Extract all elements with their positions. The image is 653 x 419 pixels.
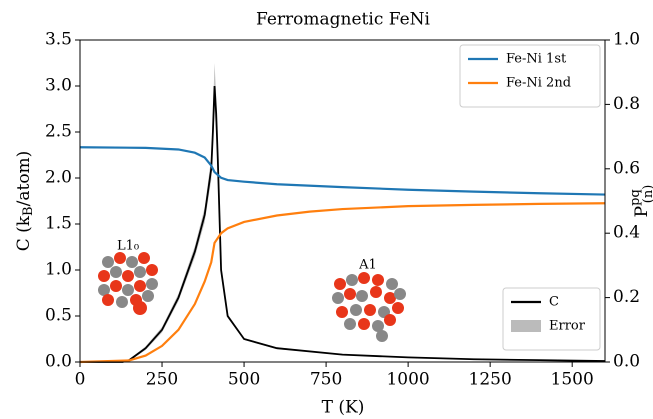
line — [80, 85, 606, 363]
x-tick-label: 750 — [310, 370, 342, 390]
line — [79, 202, 606, 364]
y-axis-label: C (kB/atom) — [14, 151, 36, 252]
y2-tick-label: 0.4 — [613, 223, 640, 243]
x-tick-label: 500 — [228, 370, 260, 390]
y2-axis-label: Ppq(n) — [628, 185, 653, 218]
y2-tick-label: 1.0 — [613, 30, 640, 50]
chart-title: Ferromagnetic FeNi — [256, 10, 431, 30]
x-tick-label: 0 — [75, 370, 86, 390]
x-tick-label: 250 — [146, 370, 178, 390]
x-axis-label: T (K) — [322, 398, 365, 418]
y-tick-label: 2.5 — [45, 122, 72, 142]
y2-tick-label: 0.6 — [613, 158, 640, 178]
x-tick-label: 1500 — [551, 370, 594, 390]
legend-swatch — [511, 320, 541, 332]
y-tick-label: 0.5 — [45, 306, 72, 326]
y-tick-label: 1.5 — [45, 214, 72, 234]
crystal-a1 — [332, 272, 406, 342]
x-tick-label: 1250 — [469, 370, 512, 390]
legend-label: Fe-Ni 2nd — [506, 76, 571, 91]
y-tick-label: 2.0 — [45, 168, 72, 188]
y2-tick-label: 0.0 — [613, 352, 640, 372]
y-tick-label: 1.0 — [45, 260, 72, 280]
y2-tick-label: 0.2 — [613, 287, 640, 307]
crystal-l10 — [98, 252, 158, 315]
y-tick-label: 3.0 — [45, 76, 72, 96]
y-tick-label: 0.0 — [45, 352, 72, 372]
line — [79, 146, 606, 196]
plot-frame — [79, 39, 606, 363]
annotation: A1 — [358, 258, 377, 273]
annotation: L1₀ — [117, 239, 139, 254]
legend-box — [502, 287, 601, 351]
x-tick-label: 1000 — [386, 370, 429, 390]
legend-label: Error — [549, 319, 586, 334]
legend-box — [459, 44, 601, 108]
plot-data — [79, 63, 606, 364]
legend-label: C — [549, 295, 559, 310]
y2-tick-label: 0.8 — [613, 94, 640, 114]
legend-label: Fe-Ni 1st — [506, 52, 567, 67]
y-tick-label: 3.5 — [45, 30, 72, 50]
